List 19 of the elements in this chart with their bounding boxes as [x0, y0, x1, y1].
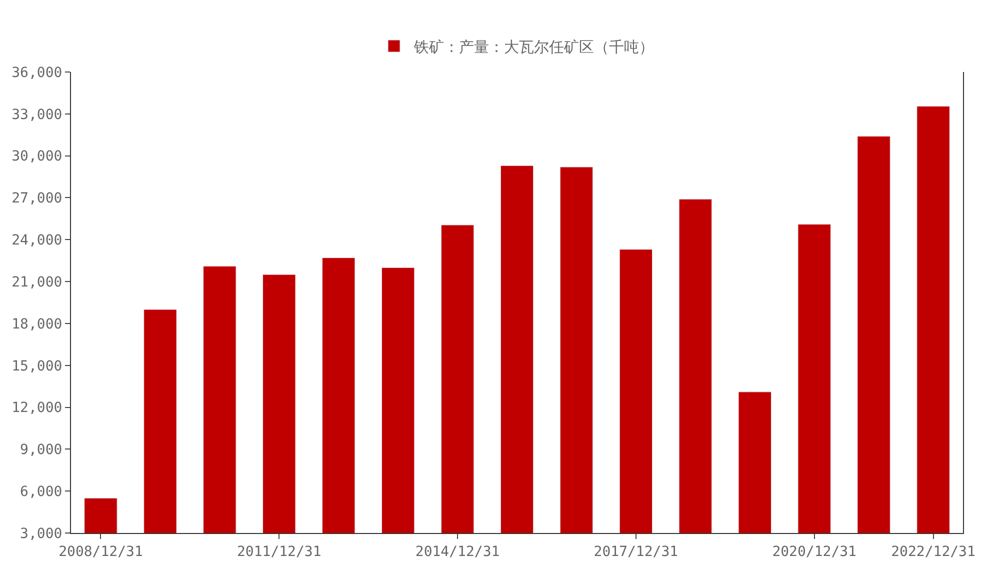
y-tick-label: 3,000 — [20, 526, 62, 542]
y-tick-label: 18,000 — [12, 316, 62, 332]
x-tick-label: 2011/12/31 — [236, 544, 322, 560]
y-tick-label: 15,000 — [12, 358, 62, 374]
y-tick-label: 9,000 — [20, 442, 62, 458]
y-tick-label: 33,000 — [12, 106, 62, 123]
x-tick-label: 2014/12/31 — [415, 544, 500, 560]
y-tick-label: 6,000 — [20, 484, 62, 500]
x-tick-label: 2017/12/31 — [594, 544, 678, 560]
legend-label: 铁矿：产量：大瓦尔任矿区（千吨） — [413, 38, 654, 56]
y-tick-label: 30,000 — [12, 148, 62, 165]
y-tick-label: 21,000 — [12, 274, 62, 290]
y-tick-label: 27,000 — [12, 190, 62, 207]
x-tick-label: 2008/12/31 — [58, 544, 143, 560]
y-tick-label: 36,000 — [12, 64, 62, 81]
x-tick-label: 2022/12/31 — [891, 544, 976, 560]
y-tick-label: 24,000 — [12, 232, 62, 249]
x-tick-label: 2020/12/31 — [772, 544, 856, 560]
y-tick-label: 12,000 — [12, 400, 62, 416]
